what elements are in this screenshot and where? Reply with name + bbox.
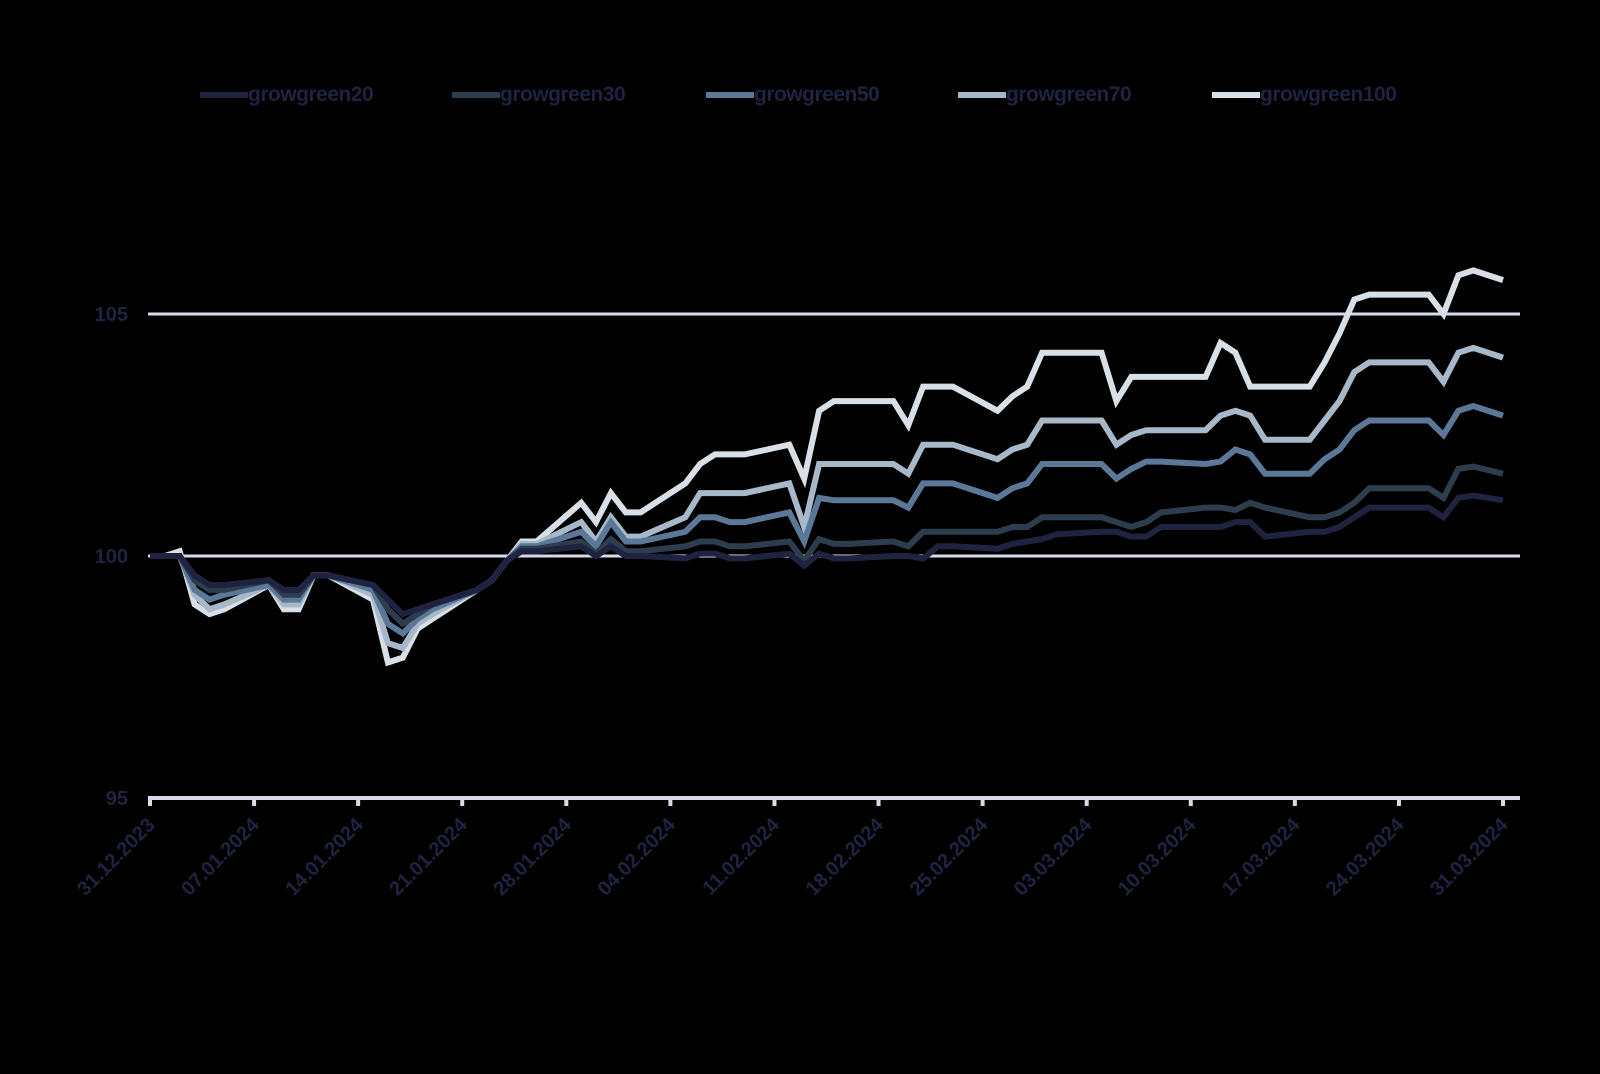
x-tick-label: 28.01.2024 — [489, 813, 576, 900]
x-tick-label: 14.01.2024 — [281, 813, 368, 900]
x-tick-label: 03.03.2024 — [1010, 813, 1097, 900]
x-tick-label: 24.03.2024 — [1322, 813, 1409, 900]
legend-label: growgreen70 — [1006, 83, 1132, 106]
series-line-growgreen20 — [150, 492, 1504, 618]
x-tick-label: 11.02.2024 — [698, 813, 784, 899]
legend-swatch — [1212, 92, 1260, 98]
x-tick-label: 10.03.2024 — [1114, 813, 1201, 900]
legend-item-growgreen20[interactable]: growgreen20 — [200, 80, 374, 110]
y-axis-labels: 95 100 105 — [95, 304, 128, 810]
legend-item-growgreen100[interactable]: growgreen100 — [1212, 80, 1397, 110]
legend-swatch — [958, 92, 1006, 98]
y-tick-label: 105 — [95, 304, 128, 326]
legend-item-growgreen30[interactable]: growgreen30 — [452, 80, 626, 110]
legend-label: growgreen50 — [754, 83, 880, 106]
y-tick-label: 95 — [106, 788, 128, 810]
legend-label: growgreen20 — [248, 83, 374, 106]
legend-swatch — [452, 92, 500, 98]
legend-label: growgreen100 — [1260, 83, 1397, 106]
y-tick-label: 100 — [95, 546, 128, 568]
x-tick-label: 17.03.2024 — [1218, 813, 1305, 900]
legend-swatch — [200, 92, 248, 98]
x-tick-label: 18.02.2024 — [802, 813, 889, 900]
chart-series — [150, 267, 1504, 667]
legend-item-growgreen50[interactable]: growgreen50 — [706, 80, 880, 110]
x-tick-label: 07.01.2024 — [177, 813, 264, 900]
legend-swatch — [706, 92, 754, 98]
legend-item-growgreen70[interactable]: growgreen70 — [958, 80, 1132, 110]
x-axis: 31.12.2023 07.01.2024 14.01.2024 21.01.2024… — [73, 796, 1520, 900]
x-tick-label: 31.12.2023 — [73, 814, 159, 900]
x-tick-label: 21.01.2024 — [385, 813, 472, 900]
x-tick-label: 04.02.2024 — [594, 813, 681, 900]
x-tick-label: 31.03.2024 — [1426, 813, 1513, 900]
chart-legend: growgreen20 growgreen30 growgreen50 grow… — [0, 80, 1600, 110]
legend-label: growgreen30 — [500, 83, 626, 106]
x-tick-label: 25.02.2024 — [906, 813, 993, 900]
series-line-growgreen30 — [150, 463, 1504, 628]
